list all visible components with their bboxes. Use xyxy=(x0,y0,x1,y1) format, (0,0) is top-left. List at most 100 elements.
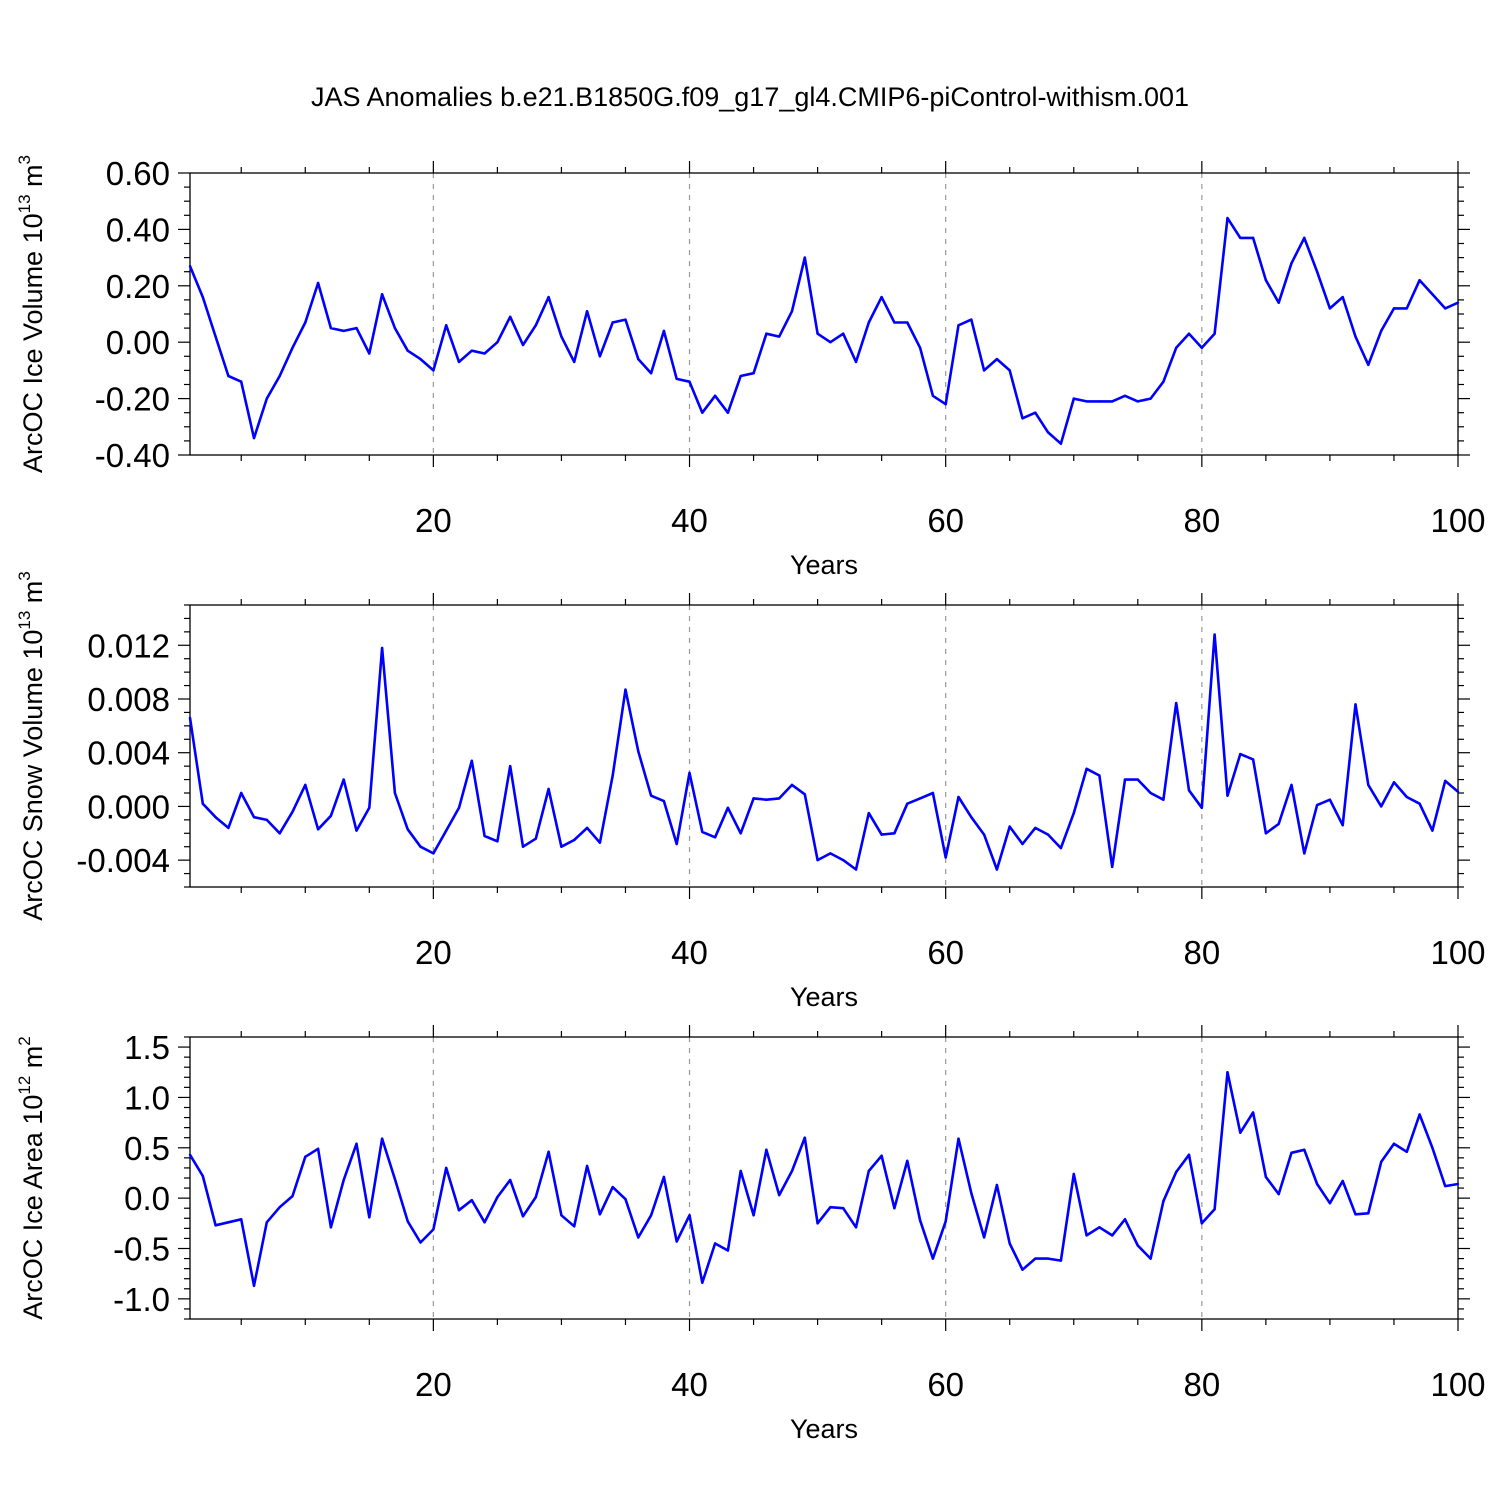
data-point xyxy=(893,321,896,324)
data-point xyxy=(790,783,794,787)
panel-snow-volume: 20 40 60 80 100 Years -0.004 0.000 0.004 0.008 0.0… xyxy=(15,571,1486,1012)
data-point xyxy=(944,1220,947,1223)
data-point xyxy=(957,795,960,799)
data-point xyxy=(1354,335,1357,338)
x-tick-label: 80 xyxy=(1183,1366,1220,1403)
panel-ice-volume: 20 40 60 80 100 Years -0.40 -0.20 0.00 0.20 0.40 0.… xyxy=(15,155,1486,580)
data-point xyxy=(521,1215,525,1218)
data-point xyxy=(842,858,845,862)
data-point xyxy=(765,1148,768,1152)
data-point xyxy=(1226,1071,1229,1074)
data-point xyxy=(419,357,422,361)
x-tick-label: 20 xyxy=(415,1366,452,1403)
data-point xyxy=(585,826,589,830)
data-point xyxy=(982,369,986,372)
data-point xyxy=(240,380,243,383)
data-point xyxy=(1354,1213,1357,1216)
data-point xyxy=(432,1228,435,1231)
data-point xyxy=(240,791,243,795)
data-point xyxy=(1187,1153,1191,1157)
data-point xyxy=(701,830,704,834)
data-point xyxy=(752,372,755,375)
data-point xyxy=(1328,798,1332,801)
data-point xyxy=(252,1284,256,1287)
data-point xyxy=(1046,431,1050,434)
data-point xyxy=(201,1174,205,1178)
data-point xyxy=(1123,1218,1127,1221)
data-point xyxy=(726,411,730,414)
data-point xyxy=(918,797,922,800)
data-point xyxy=(380,293,384,296)
data-point xyxy=(329,1226,333,1229)
data-point xyxy=(1277,301,1280,304)
data-point xyxy=(1110,1234,1114,1237)
data-point xyxy=(1418,802,1421,805)
data-point xyxy=(1123,778,1127,781)
data-point xyxy=(444,324,448,327)
data-point xyxy=(675,377,678,381)
data-point xyxy=(611,774,614,777)
y-tick-label: -0.20 xyxy=(95,381,170,418)
data-point xyxy=(1226,794,1229,797)
x-axis-title: Years xyxy=(790,1414,858,1444)
data-point xyxy=(1392,1142,1396,1145)
data-point xyxy=(777,1193,781,1197)
data-point xyxy=(1021,842,1024,846)
data-point xyxy=(1213,332,1216,335)
data-point xyxy=(918,1219,922,1222)
y-tick-label: 0.00 xyxy=(106,324,170,361)
data-point xyxy=(380,646,384,650)
data-point xyxy=(624,318,627,321)
data-point xyxy=(649,794,653,797)
data-point xyxy=(1251,758,1255,761)
data-point xyxy=(1072,811,1075,815)
data-point xyxy=(1213,633,1216,636)
data-point xyxy=(1008,1242,1011,1245)
data-point xyxy=(1431,293,1434,296)
data-point xyxy=(252,436,256,440)
data-point xyxy=(1110,865,1114,869)
data-point xyxy=(931,394,935,397)
data-point xyxy=(560,845,563,848)
data-point xyxy=(342,329,345,333)
data-point xyxy=(1162,1199,1165,1203)
data-point xyxy=(688,771,691,775)
data-point xyxy=(534,324,538,327)
data-point xyxy=(214,1224,217,1227)
x-tick-label: 40 xyxy=(671,934,708,971)
data-point xyxy=(1303,852,1306,855)
data-point xyxy=(304,321,307,324)
data-point xyxy=(444,1166,448,1170)
data-point xyxy=(432,369,435,372)
data-point xyxy=(893,1207,896,1210)
data-point xyxy=(1405,795,1408,799)
y-tick-label: 0.000 xyxy=(87,788,170,825)
data-point xyxy=(1315,1182,1319,1186)
data-point xyxy=(701,411,704,414)
data-point xyxy=(1251,236,1255,240)
data-point xyxy=(1175,701,1178,705)
data-point xyxy=(662,799,666,803)
data-point xyxy=(1162,380,1165,383)
y-tick-label: 1.5 xyxy=(124,1029,170,1066)
data-point xyxy=(1239,1131,1242,1134)
data-point xyxy=(509,315,512,319)
data-point xyxy=(1098,774,1101,777)
data-point xyxy=(816,332,819,335)
x-tick-label: 20 xyxy=(415,934,452,971)
data-point xyxy=(1418,1113,1421,1116)
chart-panels: 20 40 60 80 100 Years -0.40 -0.20 0.00 0.20 0.40 0.… xyxy=(15,155,1486,1444)
x-tick-label: 100 xyxy=(1430,1366,1485,1403)
data-point xyxy=(419,845,422,848)
data-point xyxy=(573,838,576,842)
data-point xyxy=(982,1236,986,1239)
chart-title: JAS Anomalies b.e21.B1850G.f09_g17_gl4.C… xyxy=(311,82,1189,112)
data-point xyxy=(457,360,461,364)
data-point xyxy=(304,1155,307,1159)
data-point xyxy=(611,1185,614,1189)
data-point xyxy=(291,1194,294,1198)
data-point xyxy=(201,295,205,299)
data-point xyxy=(1303,236,1306,240)
data-point xyxy=(1059,846,1063,850)
